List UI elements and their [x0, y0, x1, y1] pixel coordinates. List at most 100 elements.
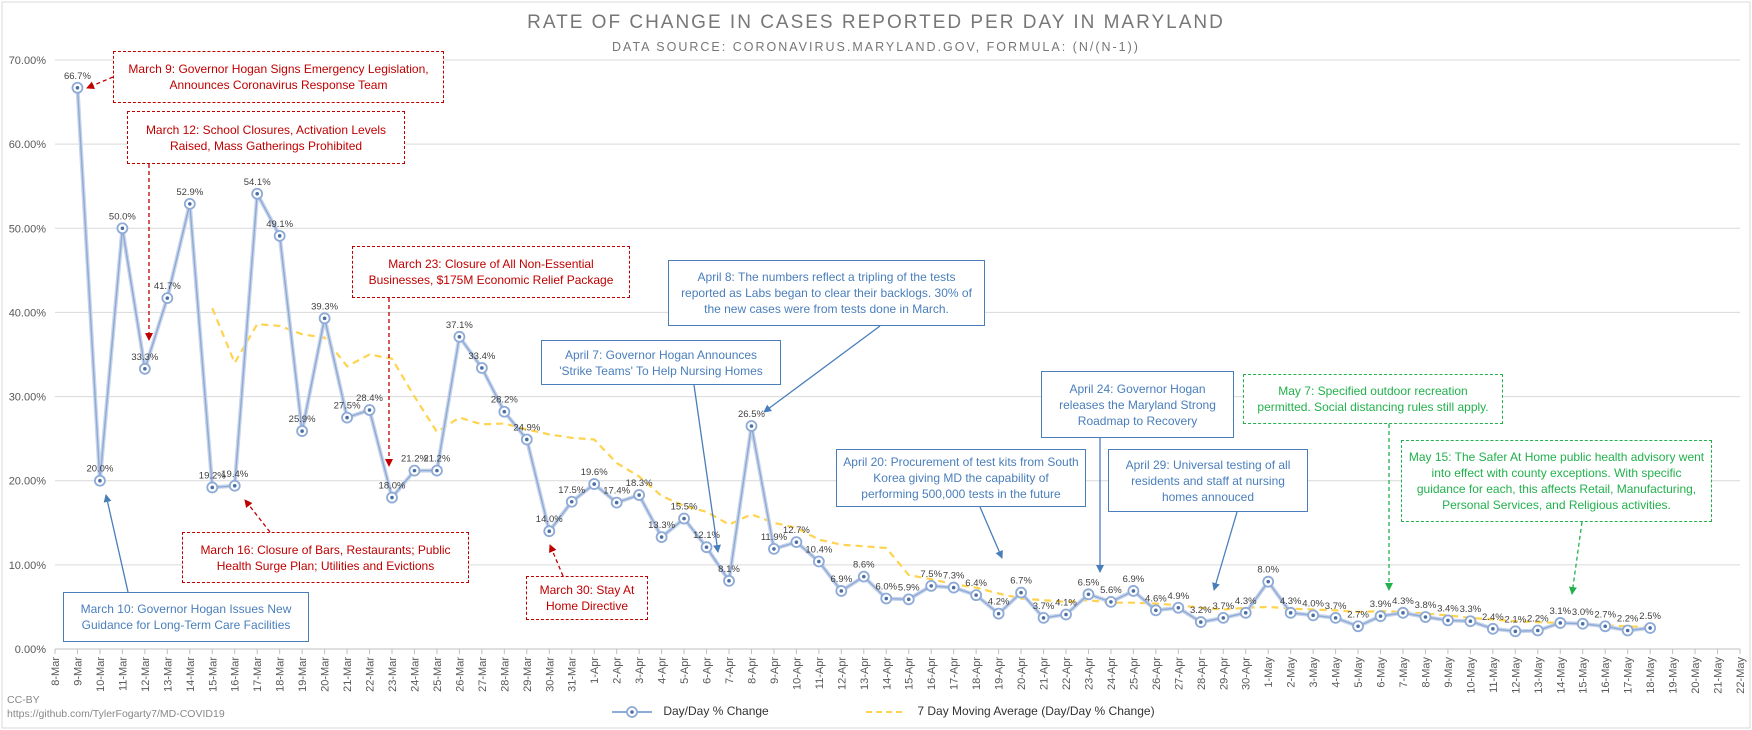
- data-point-center: [1221, 616, 1226, 620]
- x-tick-label: 17-Mar: [252, 657, 264, 692]
- x-tick-label: 3-Apr: [634, 657, 646, 684]
- credit-license: CC-BY: [7, 694, 40, 706]
- x-tick-label: 22-Apr: [1061, 657, 1073, 690]
- x-tick-label: 13-Apr: [859, 657, 871, 690]
- data-label: 33.4%: [468, 351, 495, 362]
- x-tick-label: 23-Apr: [1083, 657, 1095, 690]
- x-tick-label: 15-Mar: [207, 657, 219, 692]
- data-label: 2.7%: [1347, 609, 1369, 620]
- data-label: 3.2%: [1190, 605, 1212, 616]
- y-tick-label: 0.00%: [15, 644, 46, 656]
- data-point-center: [1603, 624, 1607, 629]
- data-point-center: [682, 516, 686, 521]
- arrow-mar9: [86, 76, 114, 89]
- data-point-center: [1558, 621, 1563, 625]
- annotation-may7: May 7: Specified outdoor recreation perm…: [1243, 374, 1503, 424]
- x-tick-label: 14-Mar: [185, 657, 197, 692]
- legend-day-change: Day/Day % Change: [612, 704, 769, 719]
- x-tick-label: 20-Apr: [1016, 657, 1028, 690]
- data-point-center: [1536, 628, 1540, 633]
- x-tick-label: 25-Apr: [1128, 657, 1140, 690]
- x-tick-label: 13-Mar: [162, 657, 174, 692]
- x-tick-label: 10-May: [1465, 657, 1477, 694]
- data-label: 2.2%: [1527, 613, 1549, 624]
- data-point-center: [1423, 615, 1428, 619]
- x-tick-label: 20-May: [1690, 657, 1702, 694]
- data-label: 50.0%: [109, 211, 136, 222]
- x-tick-label: 19-Apr: [994, 657, 1006, 690]
- data-label: 6.7%: [1010, 576, 1032, 587]
- data-point-center: [1154, 608, 1158, 613]
- data-label: 8.6%: [853, 560, 875, 571]
- x-tick-label: 12-May: [1510, 657, 1522, 694]
- data-label: 3.1%: [1549, 606, 1571, 617]
- data-point-center: [1243, 611, 1248, 615]
- data-label: 3.3%: [1460, 604, 1482, 615]
- x-tick-label: 24-Apr: [1106, 657, 1118, 690]
- annotation-may15: May 15: The Safer At Home public health …: [1401, 440, 1712, 522]
- data-label: 21.2%: [401, 454, 428, 465]
- data-label: 37.1%: [446, 320, 473, 331]
- data-label: 8.0%: [1257, 565, 1279, 576]
- arrow-may15: [1569, 521, 1583, 595]
- legend-marker-day-change: [612, 705, 652, 718]
- x-tick-label: 21-May: [1713, 657, 1725, 694]
- x-tick-label: 14-May: [1555, 657, 1567, 694]
- x-tick-label: 6-May: [1376, 657, 1388, 688]
- x-tick-label: 7-May: [1398, 657, 1410, 688]
- data-point-center: [704, 545, 709, 549]
- data-label: 4.9%: [1168, 591, 1190, 602]
- legend-moving-average: 7 Day Moving Average (Day/Day % Change): [866, 704, 1155, 719]
- annotation-mar23: March 23: Closure of All Non-Essential B…: [352, 246, 630, 298]
- data-label: 4.3%: [1235, 596, 1257, 607]
- data-label: 5.9%: [898, 582, 920, 593]
- data-point-center: [1041, 616, 1046, 620]
- x-tick-label: 9-May: [1443, 657, 1455, 688]
- x-tick-label: 25-Mar: [432, 657, 444, 692]
- data-label: 19.6%: [581, 467, 608, 478]
- legend-label-moving-average: 7 Day Moving Average (Day/Day % Change): [917, 704, 1155, 718]
- x-tick-label: 23-Mar: [387, 657, 399, 692]
- data-point-center: [1468, 619, 1473, 624]
- data-point-center: [906, 597, 911, 602]
- data-point-center: [1199, 620, 1203, 624]
- data-label: 12.7%: [783, 525, 810, 536]
- x-tick-label: 30-Mar: [544, 657, 556, 692]
- data-point-center: [794, 540, 799, 544]
- data-label: 6.9%: [1123, 574, 1145, 585]
- data-point-center: [1625, 628, 1630, 633]
- annotation-apr7: April 7: Governor Hogan Announces 'Strik…: [541, 340, 781, 385]
- x-tick-label: 21-Mar: [342, 657, 354, 692]
- x-tick-label: 18-Apr: [971, 657, 983, 690]
- annotation-apr29: April 29: Universal testing of all resid…: [1108, 449, 1308, 512]
- annotation-apr20: April 20: Procurement of test kits from …: [836, 449, 1086, 507]
- data-label: 4.2%: [988, 597, 1010, 608]
- data-point-center: [120, 226, 125, 231]
- data-label: 20.0%: [86, 464, 113, 475]
- x-tick-label: 10-Apr: [791, 657, 803, 690]
- x-tick-label: 1-May: [1263, 657, 1275, 688]
- x-tick-label: 8-Apr: [746, 657, 758, 684]
- data-label: 54.1%: [244, 177, 271, 188]
- credit-url: https://github.com/TylerFogarty7/MD-COVI…: [7, 708, 225, 720]
- data-label: 2.7%: [1594, 609, 1616, 620]
- arrow-mar10: [103, 494, 129, 593]
- data-label: 24.9%: [513, 422, 540, 433]
- data-point-center: [232, 483, 237, 488]
- x-tick-label: 20-Mar: [320, 657, 332, 692]
- data-label: 14.0%: [536, 514, 563, 525]
- arrow-apr29: [1212, 511, 1238, 591]
- data-point-center: [749, 424, 754, 428]
- x-tick-label: 10-Mar: [95, 657, 107, 692]
- data-point-center: [480, 366, 484, 370]
- arrow-apr7: [693, 384, 721, 553]
- data-label: 21.2%: [423, 454, 450, 465]
- data-point-center: [1491, 627, 1495, 631]
- data-label: 13.3%: [648, 520, 675, 531]
- x-tick-label: 19-Mar: [297, 657, 309, 692]
- data-label: 6.4%: [965, 578, 987, 589]
- x-tick-label: 22-May: [1735, 657, 1747, 694]
- legend-marker-moving-average: [866, 710, 906, 713]
- data-point-center: [1648, 626, 1652, 630]
